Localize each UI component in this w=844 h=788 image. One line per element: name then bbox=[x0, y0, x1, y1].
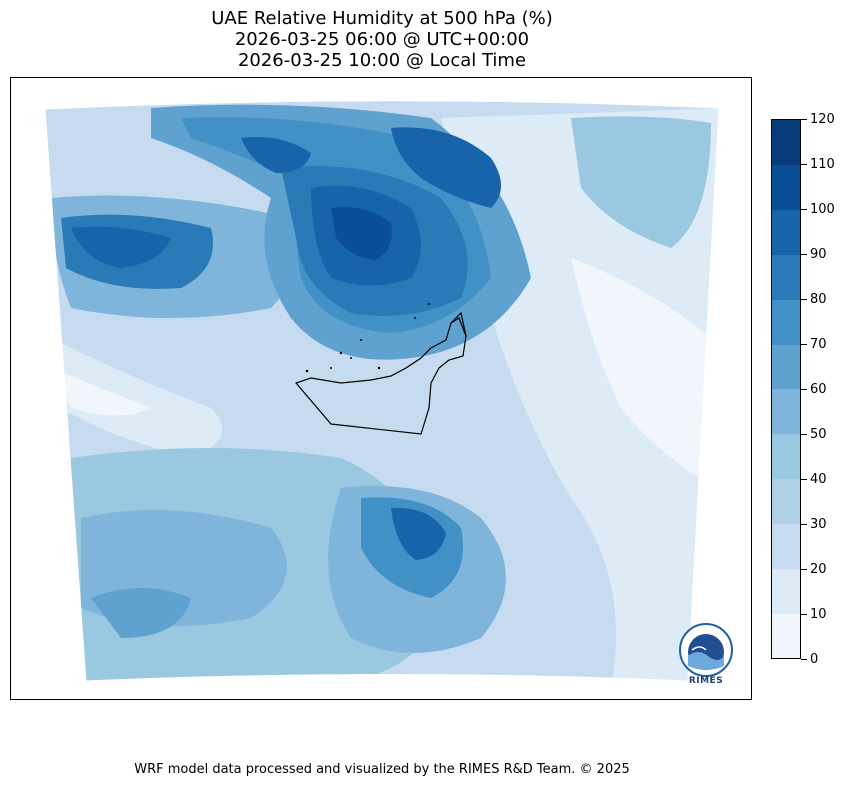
colorbar-tick bbox=[801, 479, 807, 480]
colorbar-tick bbox=[801, 209, 807, 210]
colorbar-tick bbox=[801, 389, 807, 390]
rimes-logo: RIMES bbox=[676, 622, 736, 688]
colorbar-tick-label: 90 bbox=[810, 247, 827, 262]
colorbar-tick bbox=[801, 614, 807, 615]
colorbar-tick bbox=[801, 299, 807, 300]
colorbar-band bbox=[772, 568, 800, 614]
colorbar-tick-label: 40 bbox=[810, 472, 827, 487]
logo-text: RIMES bbox=[688, 676, 724, 686]
colorbar-band bbox=[772, 478, 800, 524]
colorbar bbox=[771, 119, 801, 659]
colorbar-band bbox=[772, 209, 800, 255]
colorbar-tick-label: 80 bbox=[810, 292, 827, 307]
coastal-islands bbox=[305, 303, 430, 373]
colorbar-band bbox=[772, 120, 800, 166]
colorbar-band bbox=[772, 613, 800, 659]
title-line-1: UAE Relative Humidity at 500 hPa (%) bbox=[211, 8, 553, 29]
humidity-map bbox=[44, 100, 720, 682]
colorbar-tick-label: 50 bbox=[810, 427, 827, 442]
colorbar-band bbox=[772, 254, 800, 300]
colorbar-tick bbox=[801, 119, 807, 120]
colorbar-tick-label: 20 bbox=[810, 562, 827, 577]
colorbar-band bbox=[772, 433, 800, 480]
colorbar-tick bbox=[801, 254, 807, 255]
colorbar-tick-label: 0 bbox=[810, 652, 819, 667]
colorbar-tick-label: 100 bbox=[810, 202, 835, 217]
colorbar-tick-label: 10 bbox=[810, 607, 827, 622]
colorbar-tick-label: 110 bbox=[810, 157, 835, 172]
colorbar-band bbox=[772, 164, 800, 211]
colorbar-tick bbox=[801, 344, 807, 345]
colorbar-tick-label: 30 bbox=[810, 517, 827, 532]
colorbar-tick bbox=[801, 569, 807, 570]
map-panel bbox=[10, 77, 752, 700]
colorbar-band bbox=[772, 344, 800, 390]
colorbar-band bbox=[772, 389, 800, 435]
colorbar-tick bbox=[801, 524, 807, 525]
title-line-2: 2026-03-25 06:00 @ UTC+00:00 bbox=[234, 29, 530, 50]
footer-credit: WRF model data processed and visualized … bbox=[134, 762, 630, 777]
colorbar-band bbox=[772, 299, 800, 345]
title-line-3: 2026-03-25 10:00 @ Local Time bbox=[237, 50, 527, 71]
colorbar-band bbox=[772, 523, 800, 569]
colorbar-tick-label: 70 bbox=[810, 337, 827, 352]
chart-title: UAE Relative Humidity at 500 hPa (%) 202… bbox=[0, 8, 764, 71]
humidity-field bbox=[45, 100, 719, 681]
rimes-logo-icon bbox=[679, 623, 733, 677]
colorbar-tick-label: 60 bbox=[810, 382, 827, 397]
colorbar-tick bbox=[801, 659, 807, 660]
uae-border bbox=[294, 311, 467, 435]
colorbar-tick bbox=[801, 434, 807, 435]
colorbar-tick-label: 120 bbox=[810, 112, 835, 127]
colorbar-tick bbox=[801, 164, 807, 165]
